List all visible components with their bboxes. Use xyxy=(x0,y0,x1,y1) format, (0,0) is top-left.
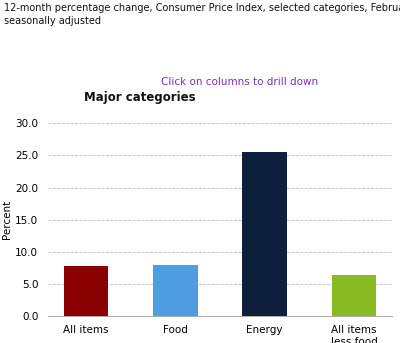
Y-axis label: Percent: Percent xyxy=(2,200,12,239)
Text: Click on columns to drill down: Click on columns to drill down xyxy=(162,77,318,87)
Bar xyxy=(242,152,287,316)
Text: Major categories: Major categories xyxy=(84,91,196,104)
Bar xyxy=(153,265,198,316)
Bar xyxy=(332,275,376,316)
Bar xyxy=(64,265,108,316)
Text: 12-month percentage change, Consumer Price Index, selected categories, February : 12-month percentage change, Consumer Pri… xyxy=(4,3,400,26)
